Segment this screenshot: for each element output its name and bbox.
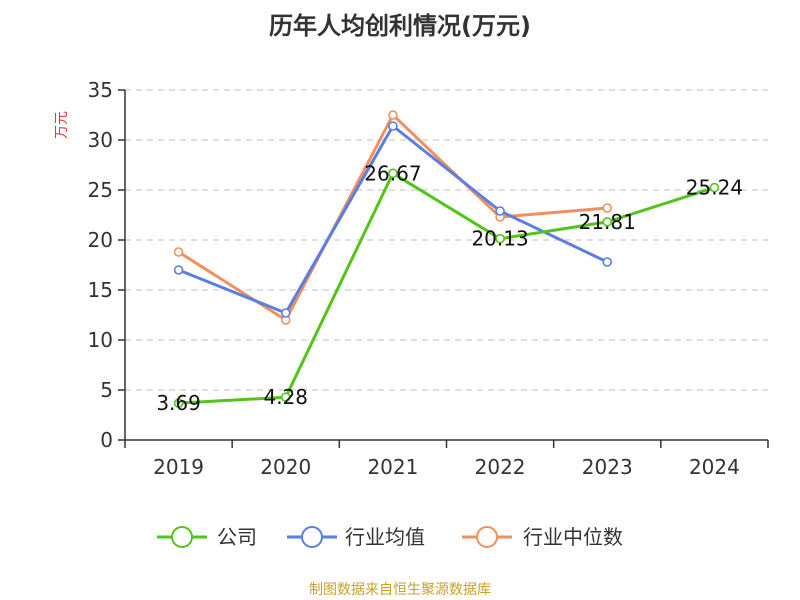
data-label: 25.24 (686, 176, 743, 200)
data-label: 20.13 (471, 227, 528, 251)
y-tick-label: 10 (88, 328, 113, 352)
legend-item[interactable]: 行业中位数 (462, 525, 623, 549)
data-point (173, 398, 184, 408)
data-label: 4.28 (263, 385, 308, 409)
data-label: 26.67 (364, 161, 421, 185)
y-tick-label: 25 (88, 178, 113, 202)
data-point (388, 121, 398, 131)
x-tick-label: 2023 (582, 455, 633, 479)
y-tick-label: 35 (88, 78, 113, 102)
grid (125, 89, 768, 391)
data-point (280, 392, 291, 403)
legend-label: 行业中位数 (523, 525, 623, 549)
data-point (173, 247, 184, 257)
data-labels: 3.69 4.28 26.67 20.13 21.81 25.24 (156, 161, 743, 415)
legend-label: 公司 (217, 525, 257, 549)
legend-item[interactable]: 公司 (157, 525, 257, 549)
legend-swatch-circle (476, 526, 498, 548)
axes (124, 90, 768, 441)
data-point (602, 217, 613, 227)
legend[interactable]: 公司 行业均值 行业中位数 (157, 525, 623, 549)
data-point (495, 206, 505, 216)
series-line (178, 124, 608, 315)
y-ticks: 0 5 10 15 20 25 30 35 (88, 78, 125, 452)
data-point (495, 233, 505, 244)
legend-swatch-circle (171, 526, 193, 548)
series-line (177, 113, 608, 322)
source-note: 制图数据来自恒生聚源数据库 (309, 582, 491, 598)
x-tick-label: 2019 (153, 455, 204, 479)
y-tick-label: 20 (88, 228, 113, 252)
data-point (709, 182, 720, 193)
series-line (178, 171, 715, 405)
y-tick-label: 0 (100, 428, 113, 452)
x-ticks: 2019 2020 2021 2022 2023 2024 (124, 440, 769, 479)
data-point (602, 257, 613, 267)
data-point (280, 308, 291, 318)
legend-swatch-circle (301, 526, 323, 548)
data-point (388, 110, 398, 120)
x-tick-label: 2020 (260, 455, 311, 479)
x-tick-label: 2024 (689, 455, 740, 479)
y-tick-label: 15 (88, 278, 113, 302)
chart-title: 历年人均创利情况(万元) (269, 12, 531, 40)
y-axis-label: 万元 (54, 111, 70, 139)
x-tick-label: 2021 (367, 455, 418, 479)
data-point (388, 168, 398, 179)
x-tick-label: 2022 (475, 455, 526, 479)
legend-label: 行业均值 (345, 525, 425, 549)
y-tick-label: 5 (100, 378, 113, 402)
data-point (173, 265, 184, 275)
data-label: 3.69 (156, 391, 201, 415)
data-point (602, 203, 613, 213)
data-label: 21.81 (579, 210, 636, 234)
series-group (173, 110, 720, 408)
y-tick-label: 30 (88, 128, 113, 152)
legend-item[interactable]: 行业均值 (287, 525, 425, 549)
